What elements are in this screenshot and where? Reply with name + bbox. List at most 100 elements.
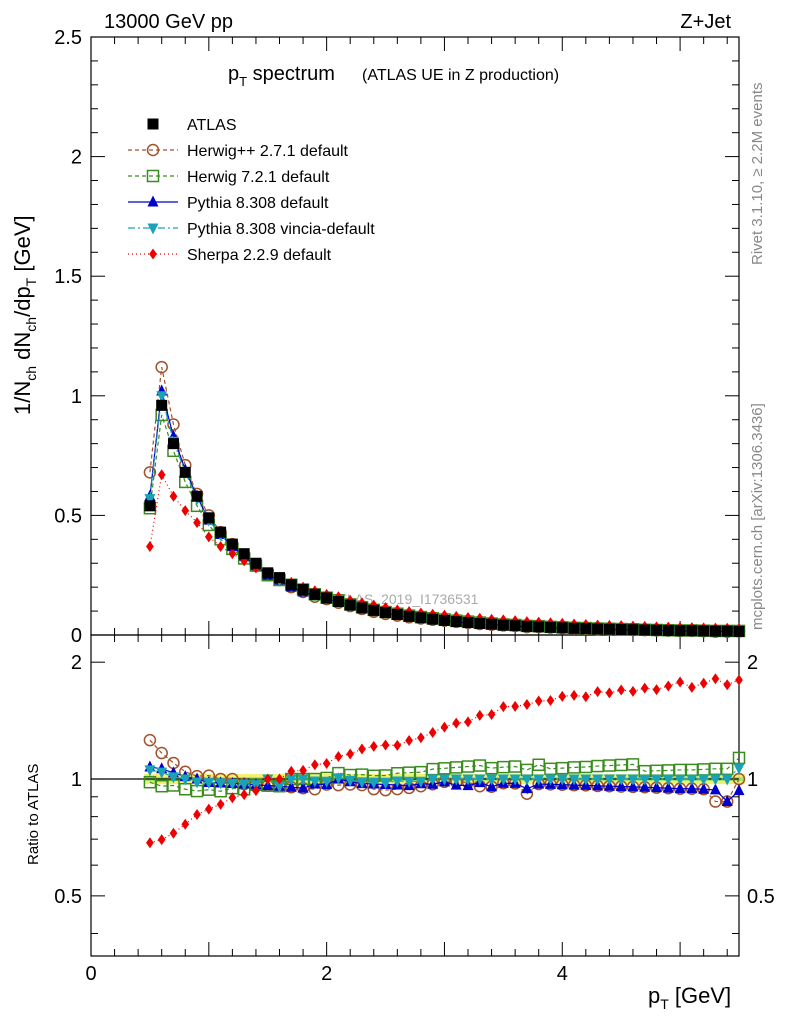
- data-point: [733, 625, 745, 637]
- ratio-point: [181, 818, 190, 830]
- data-point: [627, 624, 639, 636]
- ratio-point: [733, 784, 745, 796]
- ratio-point: [275, 773, 284, 785]
- ratio-point: [520, 763, 534, 777]
- ratio-point: [369, 740, 378, 752]
- plot-title-sub: T: [239, 74, 247, 89]
- data-point: [544, 621, 556, 633]
- ratio-point: [274, 781, 286, 793]
- data-point: [521, 620, 533, 632]
- ytick-label-top: 1.5: [54, 266, 82, 288]
- ratio-point: [617, 684, 626, 696]
- ratio-point: [580, 774, 592, 786]
- ratio-point: [676, 676, 684, 688]
- ratio-point: [544, 774, 556, 786]
- data-point: [181, 505, 190, 517]
- ratio-point: [356, 777, 368, 789]
- ratio-point: [698, 782, 710, 794]
- data-point: [438, 614, 450, 626]
- legend-marker: [147, 195, 159, 207]
- ratio-point: [143, 733, 157, 747]
- ratio-point: [344, 775, 356, 787]
- ratio-point: [143, 775, 157, 789]
- legend: ATLAS Herwig++ 2.7.1 default Herwig 7.2.1 …: [128, 117, 375, 264]
- series-line: [149, 414, 739, 632]
- data-point: [179, 466, 191, 478]
- ratio-point: [698, 774, 710, 786]
- ratio-point: [309, 776, 321, 788]
- legend-item: Pythia 8.308 default: [128, 195, 329, 212]
- ratio-point: [368, 777, 380, 789]
- ratio-point: [627, 774, 639, 786]
- ytick-label-bottom: 2: [71, 652, 82, 674]
- ratio-point: [381, 739, 390, 751]
- ratio-point: [521, 774, 533, 786]
- ratio-point: [403, 776, 415, 788]
- ratio-point: [358, 743, 366, 755]
- ratio-line: [149, 678, 740, 844]
- ratio-point: [534, 695, 543, 707]
- ratio-point: [664, 680, 673, 692]
- xtick-label: 0: [85, 963, 96, 985]
- ratio-point: [497, 774, 509, 786]
- data-point: [203, 512, 215, 524]
- ratio-point: [732, 751, 746, 765]
- data-point: [651, 624, 663, 636]
- ratio-point: [475, 709, 484, 721]
- ytick-label-top: 2.5: [54, 27, 82, 49]
- ratio-point: [380, 778, 392, 790]
- ratio-point: [532, 758, 545, 772]
- ratio-point: [334, 751, 343, 763]
- ratio-point: [581, 691, 590, 703]
- ratio-point: [297, 781, 309, 793]
- ratio-point: [556, 774, 568, 786]
- header-left: 13000 GeV pp: [104, 11, 233, 33]
- data-point: [156, 399, 168, 411]
- data-point: [580, 623, 592, 635]
- legend-item: ATLAS: [147, 117, 237, 134]
- ratio-point: [450, 774, 462, 786]
- ratio-point: [626, 758, 640, 771]
- ratio-point: [297, 774, 309, 786]
- ratio-point: [556, 761, 569, 775]
- legend-marker: [146, 143, 160, 157]
- legend-marker: [149, 248, 157, 260]
- ratio-point: [393, 739, 402, 751]
- ratio-point: [464, 716, 472, 728]
- plot-title-rest: spectrum: [247, 63, 335, 85]
- data-point: [615, 623, 627, 635]
- plot-title-paren: (ATLAS UE in Z production): [362, 67, 559, 84]
- data-point: [592, 623, 604, 635]
- data-point: [332, 596, 344, 608]
- ratio-point: [311, 759, 319, 771]
- ratio-point: [417, 732, 425, 744]
- legend-marker: [147, 223, 159, 235]
- ratio-point: [603, 759, 616, 772]
- data-point: [709, 625, 721, 637]
- data-point: [226, 538, 238, 550]
- data-point: [156, 391, 168, 403]
- ratio-point: [346, 748, 355, 760]
- ratio-point: [508, 760, 522, 773]
- ytick-label-bottom-right: 2: [747, 652, 758, 674]
- ratio-point: [240, 789, 249, 801]
- ratio-point: [629, 685, 637, 697]
- data-point: [297, 584, 309, 596]
- data-point: [497, 619, 509, 631]
- ytick-label-top: 1: [71, 386, 82, 408]
- data-point: [144, 500, 156, 512]
- ratio-point: [263, 773, 272, 785]
- ratio-point: [733, 763, 745, 775]
- ratio-series-5: [146, 673, 743, 849]
- legend-label: Pythia 8.308 vincia-default: [187, 221, 375, 238]
- series-0: [144, 399, 745, 637]
- ratio-point: [238, 779, 250, 791]
- legend-item: Herwig 7.2.1 default: [128, 169, 330, 186]
- ratio-point: [709, 783, 721, 795]
- ratio-point: [699, 677, 708, 689]
- ratio-point: [651, 781, 663, 793]
- side-rivet: Rivet 3.1.10, ≥ 2.2M events: [749, 83, 766, 266]
- ratio-point: [533, 774, 545, 786]
- ratio-point: [688, 681, 696, 693]
- ratio-point: [252, 785, 260, 797]
